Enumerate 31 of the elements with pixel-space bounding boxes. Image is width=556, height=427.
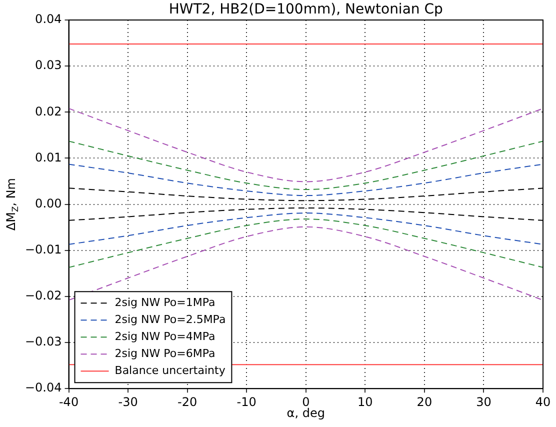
y-tick-label: −0.02 xyxy=(24,288,62,303)
x-tick-label: 20 xyxy=(416,394,432,409)
y-tick-label: −0.03 xyxy=(24,334,62,349)
y-tick-label: 0.03 xyxy=(35,58,62,72)
y-tick-label: 0.01 xyxy=(35,150,62,164)
x-tick-label: -10 xyxy=(236,394,256,409)
line-series xyxy=(68,212,543,245)
legend-label: 2sig NW Po=4MPa xyxy=(114,330,216,343)
y-tick-label: −0.01 xyxy=(24,242,62,256)
legend-label: 2sig NW Po=6MPa xyxy=(114,346,216,360)
y-tick-label: −0.04 xyxy=(24,380,62,395)
x-axis-title: α, deg xyxy=(286,406,325,420)
y-tick-label: 0.00 xyxy=(35,196,62,210)
line-series xyxy=(68,108,543,182)
line-series xyxy=(68,140,543,190)
x-tick-label: 10 xyxy=(358,394,373,409)
legend-label: 2sig NW Po=1MPa xyxy=(114,296,216,309)
legend-label: Balance uncertainty xyxy=(114,364,226,377)
y-tick-label: 0.04 xyxy=(35,12,62,26)
x-tick-label: -40 xyxy=(58,394,79,409)
line-series xyxy=(68,218,543,268)
y-tick-label: 0.02 xyxy=(35,104,62,118)
legend-label: 2sig NW Po=2.5MPa xyxy=(114,312,226,326)
y-axis-title: ΔMZ, Nm xyxy=(4,178,20,231)
x-tick-label: -20 xyxy=(178,394,198,409)
x-tick-label: 40 xyxy=(535,394,551,409)
chart-title: HWT2, HB2(D=100mm), Newtonian Cp xyxy=(168,2,444,18)
x-tick-label: -30 xyxy=(118,394,138,409)
line-series xyxy=(68,164,543,196)
x-tick-label: 0 xyxy=(302,394,310,409)
x-tick-label: 30 xyxy=(476,394,492,409)
